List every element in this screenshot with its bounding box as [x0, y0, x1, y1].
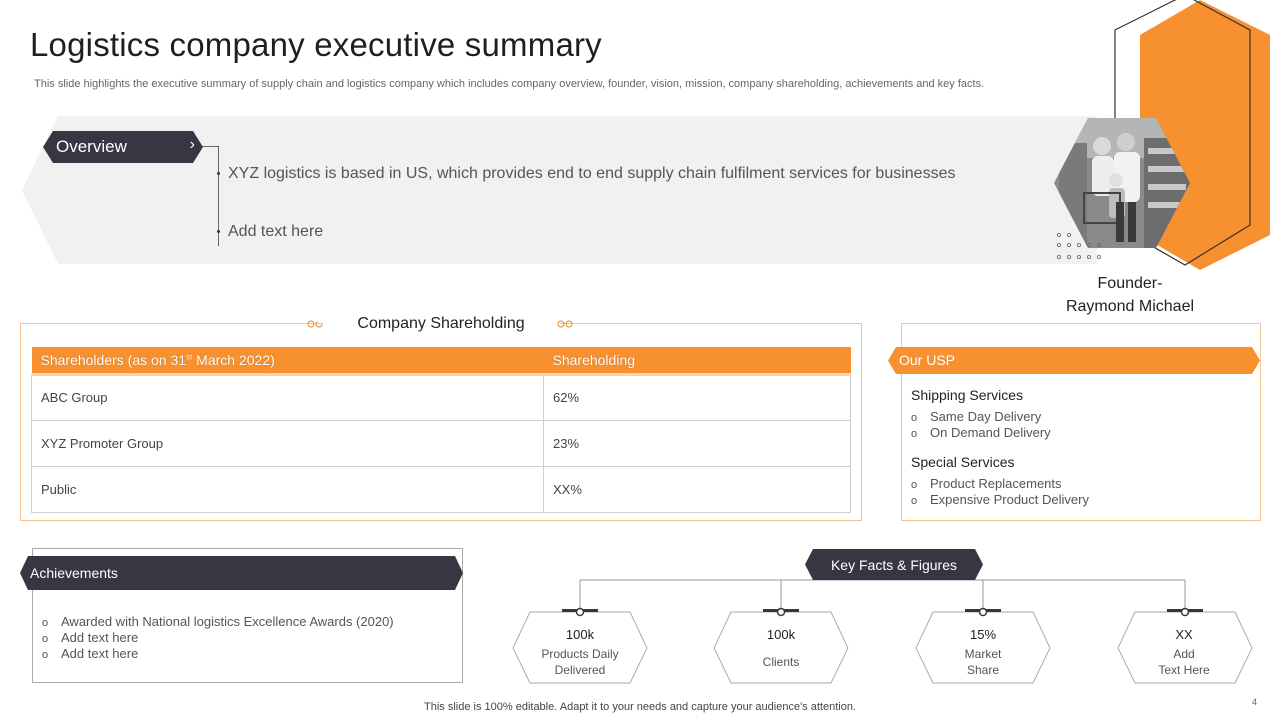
achievements-panel	[32, 548, 463, 683]
list-item-text: Same Day Delivery	[930, 409, 1042, 424]
list-item-text: Add text here	[61, 630, 139, 645]
founder-name: Raymond Michael	[1065, 298, 1195, 315]
decorative-rings-icon	[557, 320, 573, 328]
list-item: o Add text here	[42, 630, 138, 645]
bullet-circle-icon: o	[911, 495, 918, 507]
table-cell-name: Public	[31, 465, 544, 513]
usp-heading: Shipping Services	[911, 387, 1024, 403]
table-header-row: Shareholders (as on 31st March 2022) Sha…	[31, 347, 851, 376]
table-row: ABC Group 62%	[31, 373, 851, 421]
list-item: o On Demand Delivery	[911, 425, 1051, 440]
founder-caption: Founder- Raymond Michael	[1050, 272, 1210, 318]
column-header-sup: st	[186, 352, 193, 362]
fact-label: Text Here	[1158, 663, 1210, 677]
overview-band	[22, 116, 1097, 264]
fact-label: Clients	[762, 655, 800, 669]
column-header-shareholders: Shareholders (as on 31st March 2022)	[31, 347, 544, 376]
overview-tag: Overview ›	[43, 131, 203, 163]
bullet-circle-icon: o	[911, 479, 918, 491]
decorative-dots	[1056, 232, 1102, 259]
key-facts-title: Key Facts & Figures	[805, 549, 983, 580]
fact-label: Products Daily	[541, 647, 619, 661]
bullet-circle-icon: o	[42, 617, 49, 629]
column-header-text: Shareholders (as on 31	[40, 351, 187, 368]
usp-heading: Special Services	[911, 454, 1015, 470]
overview-connector	[203, 146, 218, 147]
table-row: Public XX%	[31, 465, 851, 513]
decorative-rings-icon	[307, 320, 323, 328]
overview-bullet-dot	[217, 230, 220, 233]
bullet-circle-icon: o	[42, 633, 49, 645]
fact-label: Add	[1173, 647, 1195, 661]
list-item: o Same Day Delivery	[911, 409, 1041, 424]
page-subtitle: This slide highlights the executive summ…	[34, 78, 985, 90]
table-cell-value: 23%	[543, 419, 851, 467]
page-title: Logistics company executive summary	[30, 26, 602, 63]
table-cell-name: ABC Group	[31, 373, 544, 421]
table-cell-value: XX%	[543, 465, 851, 513]
shareholding-table: Shareholders (as on 31st March 2022) Sha…	[31, 347, 851, 513]
list-item: o Awarded with National logistics Excelle…	[42, 614, 394, 629]
fact-label: Delivered	[554, 663, 606, 677]
chevron-right-icon: ›	[189, 136, 195, 153]
shareholding-title: Company Shareholding	[322, 315, 560, 333]
overview-tag-label: Overview	[56, 137, 127, 156]
founder-label: Founder-	[1097, 275, 1163, 292]
footer-note: This slide is 100% editable. Adapt it to…	[424, 701, 856, 713]
key-facts-diagram	[512, 579, 1253, 684]
list-item: o Product Replacements	[911, 476, 1062, 491]
list-item-text: Add text here	[61, 646, 139, 661]
overview-line-2: Add text here	[228, 223, 324, 240]
list-item-text: Product Replacements	[930, 476, 1062, 491]
table-cell-name: XYZ Promoter Group	[31, 419, 544, 467]
list-item: o Expensive Product Delivery	[911, 492, 1089, 507]
achievements-title: Achievements	[20, 556, 463, 590]
fact-label: Share	[966, 663, 1000, 677]
bullet-circle-icon: o	[911, 412, 918, 424]
overview-connector-vertical	[218, 146, 219, 246]
list-item: o Add text here	[42, 646, 138, 661]
fact-value: 100k	[766, 627, 796, 642]
fact-value: XX	[1175, 627, 1193, 642]
fact-value: 15%	[969, 627, 997, 642]
column-header-shareholding: Shareholding	[543, 347, 851, 376]
overview-bullet-dot	[217, 172, 220, 175]
bullet-circle-icon: o	[42, 649, 49, 661]
fact-value: 100k	[565, 627, 595, 642]
page-number: 4	[1252, 697, 1258, 707]
table-row: XYZ Promoter Group 23%	[31, 419, 851, 467]
list-item-text: On Demand Delivery	[930, 425, 1051, 440]
overview-line-1: XYZ logistics is based in US, which prov…	[228, 165, 956, 182]
list-item-text: Expensive Product Delivery	[930, 492, 1089, 507]
usp-panel	[901, 323, 1261, 521]
usp-title: Our USP	[888, 347, 1260, 374]
table-cell-value: 62%	[543, 373, 851, 421]
fact-label: Market	[964, 647, 1002, 661]
bullet-circle-icon: o	[911, 428, 918, 440]
column-header-text: March 2022)	[192, 351, 275, 368]
list-item-text: Awarded with National logistics Excellen…	[61, 614, 394, 629]
